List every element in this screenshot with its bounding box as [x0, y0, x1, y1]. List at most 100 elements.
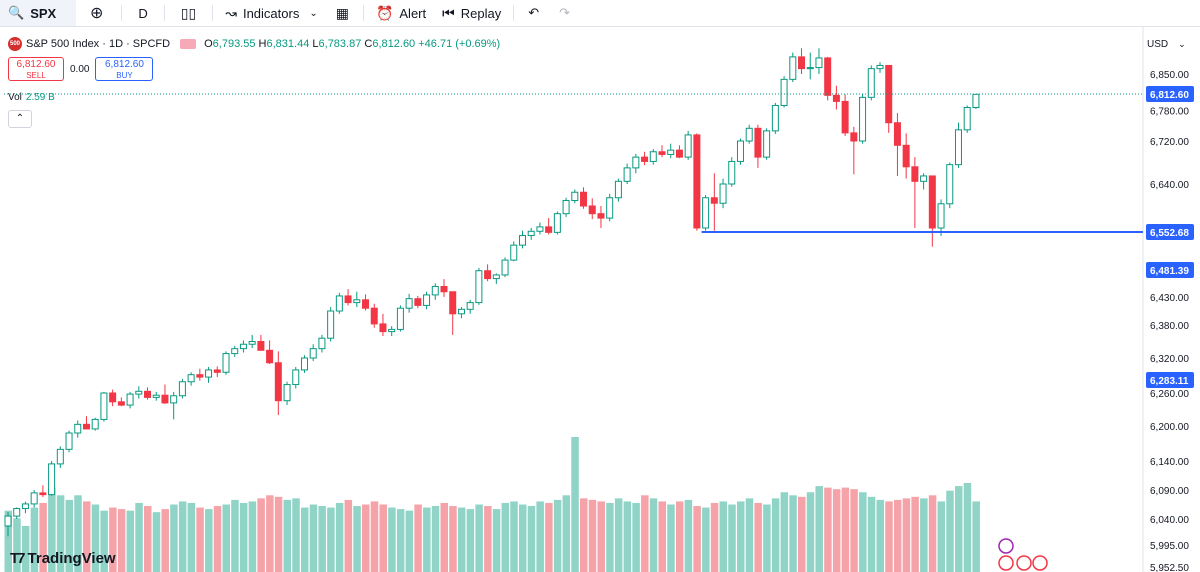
- price-tick-label: 6,090.00: [1150, 486, 1189, 497]
- candle-body: [815, 57, 823, 69]
- candle-body: [144, 390, 152, 398]
- candle-body: [196, 374, 204, 378]
- volume-bar: [623, 501, 632, 572]
- redo-button[interactable]: ↷: [549, 0, 580, 26]
- volume-bar: [414, 504, 422, 572]
- high-value: 6,831.44: [266, 38, 310, 50]
- candle-body: [658, 151, 666, 155]
- candle-body: [135, 390, 143, 395]
- price-tick-label: 6,040.00: [1150, 515, 1189, 526]
- price-tick-label: 6,200.00: [1150, 422, 1189, 433]
- replay-button[interactable]: ⏮ Replay: [434, 0, 509, 26]
- price-label-text: 6,552.68: [1150, 228, 1189, 239]
- tradingview-logo-icon: T7: [10, 550, 25, 567]
- candle-body: [4, 515, 12, 527]
- chevron-down-icon: ⌄: [1178, 38, 1186, 49]
- currency-selector[interactable]: USD ⌄: [1147, 35, 1197, 53]
- volume-bar: [937, 501, 946, 572]
- volume-bar: [266, 495, 274, 572]
- symbol-search-button[interactable]: 🔍 SPX: [0, 0, 76, 26]
- candles-icon: ▯▯: [180, 4, 197, 21]
- compare-button[interactable]: ⊕: [76, 0, 117, 26]
- candle-body: [492, 274, 500, 280]
- volume-bar: [702, 507, 710, 572]
- candle-body: [606, 197, 614, 219]
- toolbar-divider: [362, 5, 364, 21]
- candle-body: [920, 175, 928, 182]
- candle-body: [893, 122, 901, 146]
- volume-bar: [248, 501, 257, 572]
- indicators-button[interactable]: ↝ Indicators ⌄: [217, 0, 326, 26]
- candle-body: [911, 166, 919, 182]
- chart-type-button[interactable]: ▯▯: [169, 0, 208, 26]
- volume-bar: [396, 509, 405, 572]
- buy-button[interactable]: 6,812.60 BUY: [95, 57, 154, 81]
- volume-bar: [4, 510, 12, 572]
- volume-bar: [675, 501, 684, 572]
- volume-bar: [963, 483, 972, 572]
- volume-bar: [606, 502, 614, 572]
- chart-legend: 500 S&P 500 Index · 1D · SPCFD O6,793.55…: [8, 37, 500, 51]
- price-axis[interactable]: 6,850.006,780.006,720.006,640.006,560.00…: [1146, 70, 1194, 572]
- candle-body: [266, 349, 274, 364]
- lightning-event-icon[interactable]: [998, 538, 1014, 554]
- candle-body: [117, 401, 125, 406]
- candle-body: [161, 394, 169, 404]
- grid-icon: ▦: [335, 4, 349, 21]
- visibility-toggle-icon[interactable]: [180, 39, 197, 49]
- candle-body: [414, 298, 422, 306]
- volume-bar: [841, 487, 850, 572]
- candle-body: [56, 448, 64, 465]
- volume-bar: [405, 510, 414, 572]
- price-label-badge: [1146, 86, 1194, 102]
- volume-bar: [484, 506, 492, 572]
- volume-bar: [318, 506, 326, 572]
- price-label-badge: [1146, 372, 1194, 388]
- volume-bar: [972, 501, 980, 572]
- candle-body: [405, 298, 413, 309]
- candle-body: [65, 432, 73, 450]
- candle-body: [693, 134, 701, 229]
- candle-body: [423, 294, 431, 306]
- candle-body: [248, 341, 256, 345]
- candle-body: [484, 270, 492, 280]
- volume-bar: [109, 507, 117, 572]
- earnings-flag-icon[interactable]: [1016, 555, 1032, 571]
- candle-body: [82, 423, 90, 430]
- earnings-flag-icon[interactable]: [998, 555, 1014, 571]
- earnings-flag-icon[interactable]: [1032, 555, 1048, 571]
- interval-button[interactable]: D: [126, 0, 159, 26]
- candles: [4, 48, 980, 537]
- volume-bar: [274, 496, 283, 572]
- candle-body: [91, 418, 99, 430]
- candle-body: [824, 57, 832, 96]
- volume-bar: [91, 504, 100, 572]
- candle-body: [431, 285, 439, 296]
- candle-body: [222, 353, 230, 373]
- sell-button[interactable]: 6,812.60 SELL: [8, 57, 64, 81]
- volume-bar: [824, 487, 832, 572]
- candle-body: [954, 129, 962, 166]
- rewind-icon: ⏮: [442, 4, 455, 21]
- volume-bar: [292, 498, 300, 572]
- candle-body: [527, 230, 535, 237]
- templates-button[interactable]: ▦: [326, 0, 359, 26]
- volume-bar: [205, 509, 213, 572]
- price-tick-label: 6,380.00: [1150, 321, 1189, 332]
- candle-body: [588, 205, 596, 215]
- volume-bar: [283, 499, 292, 572]
- alert-button[interactable]: ⏰ Alert: [368, 0, 434, 26]
- candle-body: [649, 151, 657, 162]
- candle-body: [963, 107, 971, 131]
- symbol-title[interactable]: S&P 500 Index · 1D · SPCFD: [26, 38, 171, 50]
- sell-price: 6,812.60: [16, 59, 56, 70]
- volume-bar: [658, 501, 666, 572]
- candle-body: [74, 423, 82, 434]
- volume-bar: [135, 502, 143, 572]
- candle-body: [170, 395, 178, 404]
- candle-body: [780, 78, 788, 106]
- undo-button[interactable]: ↶: [518, 0, 549, 26]
- candle-body: [283, 384, 291, 402]
- collapse-legend-button[interactable]: ⌃: [8, 110, 32, 128]
